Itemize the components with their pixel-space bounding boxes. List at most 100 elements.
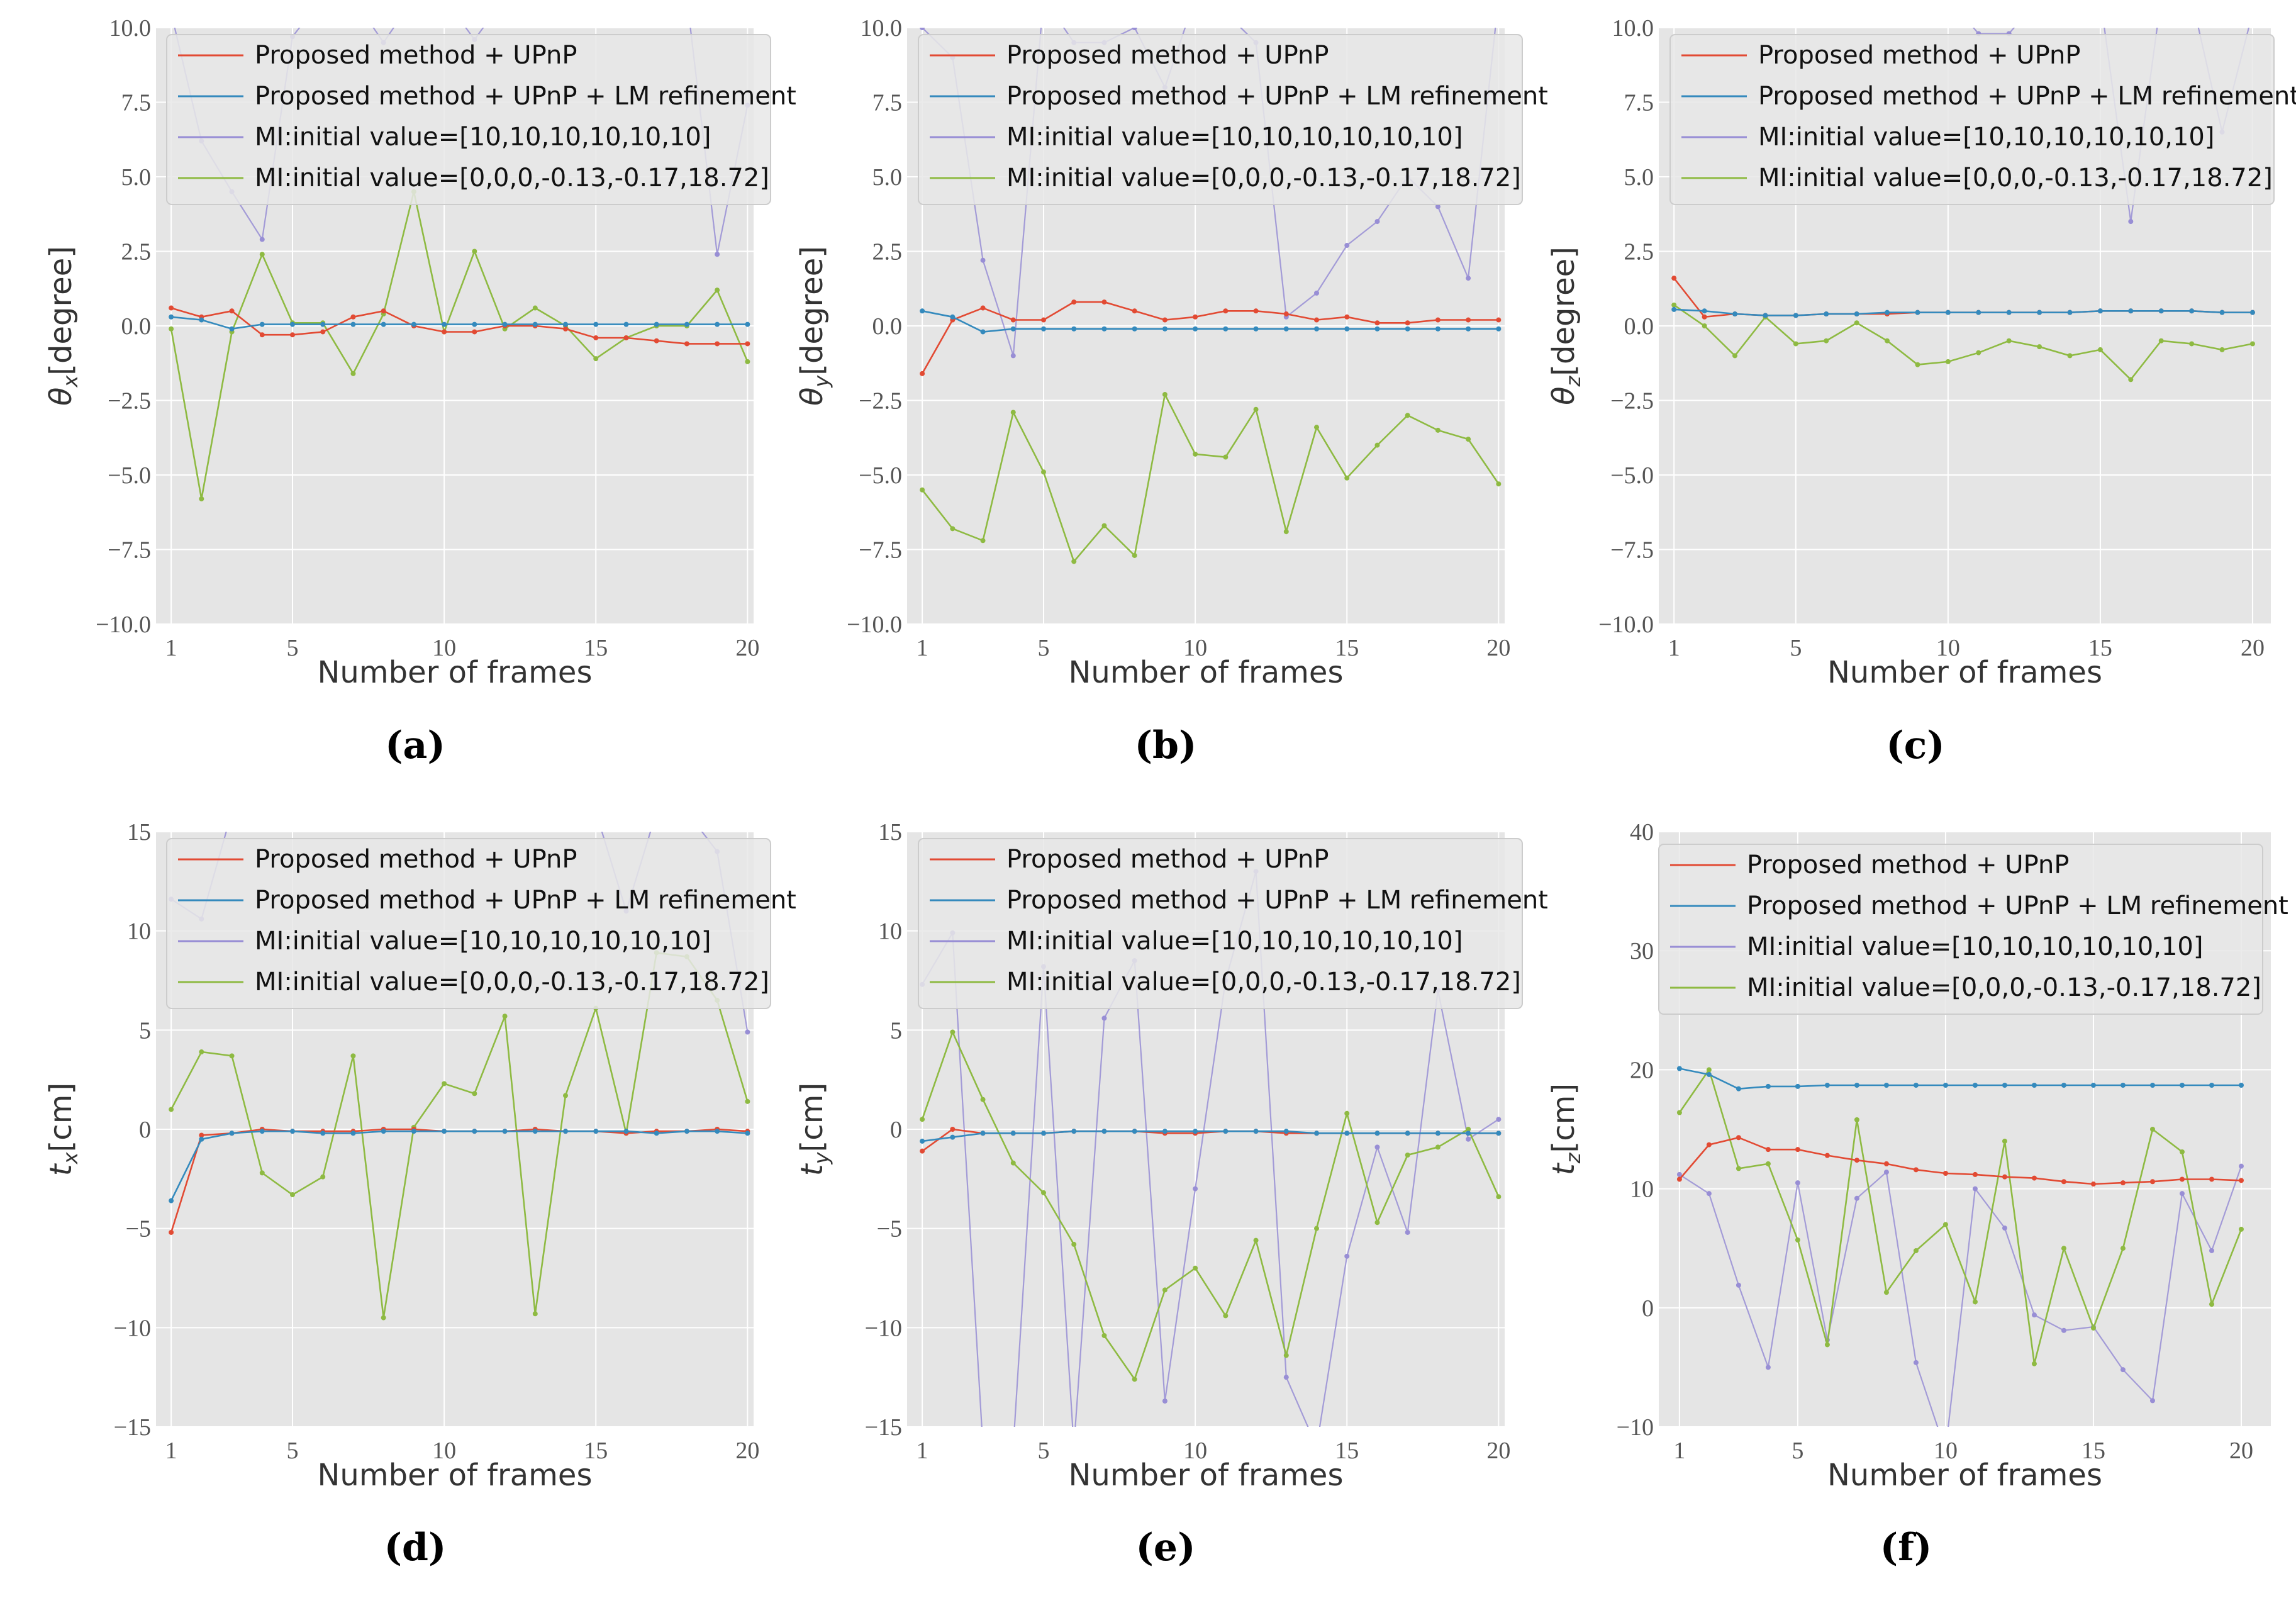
data-point xyxy=(1466,276,1471,281)
data-point xyxy=(1854,1082,1859,1088)
legend-label: MI:initial value=[10,10,10,10,10,10] xyxy=(1006,927,1463,956)
data-point xyxy=(2061,1082,2066,1088)
x-tick-label: 5 xyxy=(1790,635,1802,661)
data-point xyxy=(1976,350,1981,355)
data-point xyxy=(2031,1312,2037,1318)
data-point xyxy=(745,321,750,327)
data-point xyxy=(563,1093,569,1098)
y-tick-label: 5.0 xyxy=(872,164,903,191)
data-point xyxy=(2067,310,2073,315)
y-tick-label: −2.5 xyxy=(108,388,151,415)
data-point xyxy=(169,1229,174,1235)
data-point xyxy=(502,1014,508,1019)
data-point xyxy=(2238,1226,2244,1232)
y-tick-label: −2.5 xyxy=(1610,388,1654,415)
data-point xyxy=(2219,310,2225,315)
legend-label: Proposed method + UPnP + LM refinement xyxy=(1758,82,2296,111)
y-tick-label: −10 xyxy=(865,1315,902,1341)
y-tick-label: −10 xyxy=(1617,1414,1654,1441)
data-point xyxy=(2002,1138,2007,1144)
y-axis-label-sub: z xyxy=(1561,376,1585,388)
series-line-4 xyxy=(1673,304,2253,381)
data-point xyxy=(623,321,629,327)
data-point xyxy=(1071,1241,1077,1247)
y-tick-label: 7.5 xyxy=(1624,90,1654,116)
y-tick-label: −5 xyxy=(126,1216,151,1243)
y-axis-label-unit: [degree] xyxy=(43,246,79,376)
data-point xyxy=(1883,1170,1889,1175)
legend-box xyxy=(166,838,771,1009)
y-axis-label-main: θ xyxy=(794,388,830,406)
y-tick-label: 0 xyxy=(890,1117,902,1143)
data-point xyxy=(1496,481,1502,487)
data-point xyxy=(745,1131,750,1136)
y-tick-label: 10.0 xyxy=(1612,15,1654,42)
data-point xyxy=(1702,308,1707,314)
data-point xyxy=(1795,1237,1800,1243)
series-line-2 xyxy=(170,316,748,330)
data-point xyxy=(1976,310,1981,315)
data-point xyxy=(290,1129,296,1134)
legend-label: MI:initial value=[10,10,10,10,10,10] xyxy=(255,927,711,956)
data-point xyxy=(563,321,569,327)
data-point xyxy=(442,809,447,814)
data-point xyxy=(745,1098,750,1104)
data-point xyxy=(920,371,925,376)
data-point xyxy=(1732,353,1738,359)
data-point xyxy=(169,10,174,15)
x-axis-label: Number of frames xyxy=(1827,655,2102,690)
data-point xyxy=(532,321,538,327)
data-point xyxy=(1702,323,1707,328)
y-axis-label-main: t xyxy=(1546,1162,1581,1175)
data-point xyxy=(2250,10,2255,15)
y-tick-label: −2.5 xyxy=(859,388,902,415)
legend: Proposed method + UPnP Proposed method + … xyxy=(1658,844,2288,1015)
data-point xyxy=(1374,219,1380,225)
data-point xyxy=(259,1170,265,1176)
data-point xyxy=(980,1097,986,1102)
data-point xyxy=(229,1053,235,1059)
x-tick-label: 1 xyxy=(1668,635,1680,661)
x-axis-label: Number of frames xyxy=(1827,1458,2102,1493)
x-tick-label: 10 xyxy=(1183,1438,1207,1464)
series-line-2 xyxy=(170,1130,748,1202)
y-tick-label: 10 xyxy=(1630,1176,1654,1203)
y-tick-label: 2.5 xyxy=(121,239,152,265)
y-tick-label: −7.5 xyxy=(108,537,151,564)
data-point xyxy=(1824,1082,1830,1088)
data-point xyxy=(2097,308,2103,314)
data-point xyxy=(1765,1083,1771,1089)
y-tick-label: −7.5 xyxy=(859,537,902,564)
data-point xyxy=(1193,326,1198,332)
x-tick-label: 10 xyxy=(432,635,456,661)
data-point xyxy=(411,809,416,814)
data-point xyxy=(199,496,204,501)
data-point xyxy=(1344,1131,1350,1136)
y-axis-label: θy[degree] xyxy=(794,246,833,406)
data-point xyxy=(1942,1082,1948,1088)
data-point xyxy=(381,321,386,327)
data-point xyxy=(2061,1246,2066,1251)
data-point xyxy=(1314,1131,1320,1136)
data-point xyxy=(532,1311,538,1317)
data-point xyxy=(1885,0,1890,1)
data-point xyxy=(381,1315,386,1321)
data-point xyxy=(1253,326,1259,332)
data-point xyxy=(980,329,986,335)
data-point xyxy=(2090,1082,2096,1088)
data-point xyxy=(1824,311,1829,317)
data-point xyxy=(2037,344,2042,350)
data-point xyxy=(1193,314,1198,320)
legend-label: Proposed method + UPnP + LM refinement xyxy=(1747,891,2288,920)
data-point xyxy=(1915,362,1920,367)
data-point xyxy=(1162,392,1168,398)
data-point xyxy=(350,809,355,814)
legend-label: Proposed method + UPnP xyxy=(1747,851,2069,880)
data-point xyxy=(381,809,386,814)
data-point xyxy=(1314,290,1320,296)
data-point xyxy=(1435,1144,1441,1150)
data-point xyxy=(532,1129,538,1134)
y-axis-label: tx[cm] xyxy=(43,1083,82,1176)
data-point xyxy=(259,321,265,327)
data-point xyxy=(920,1148,925,1154)
